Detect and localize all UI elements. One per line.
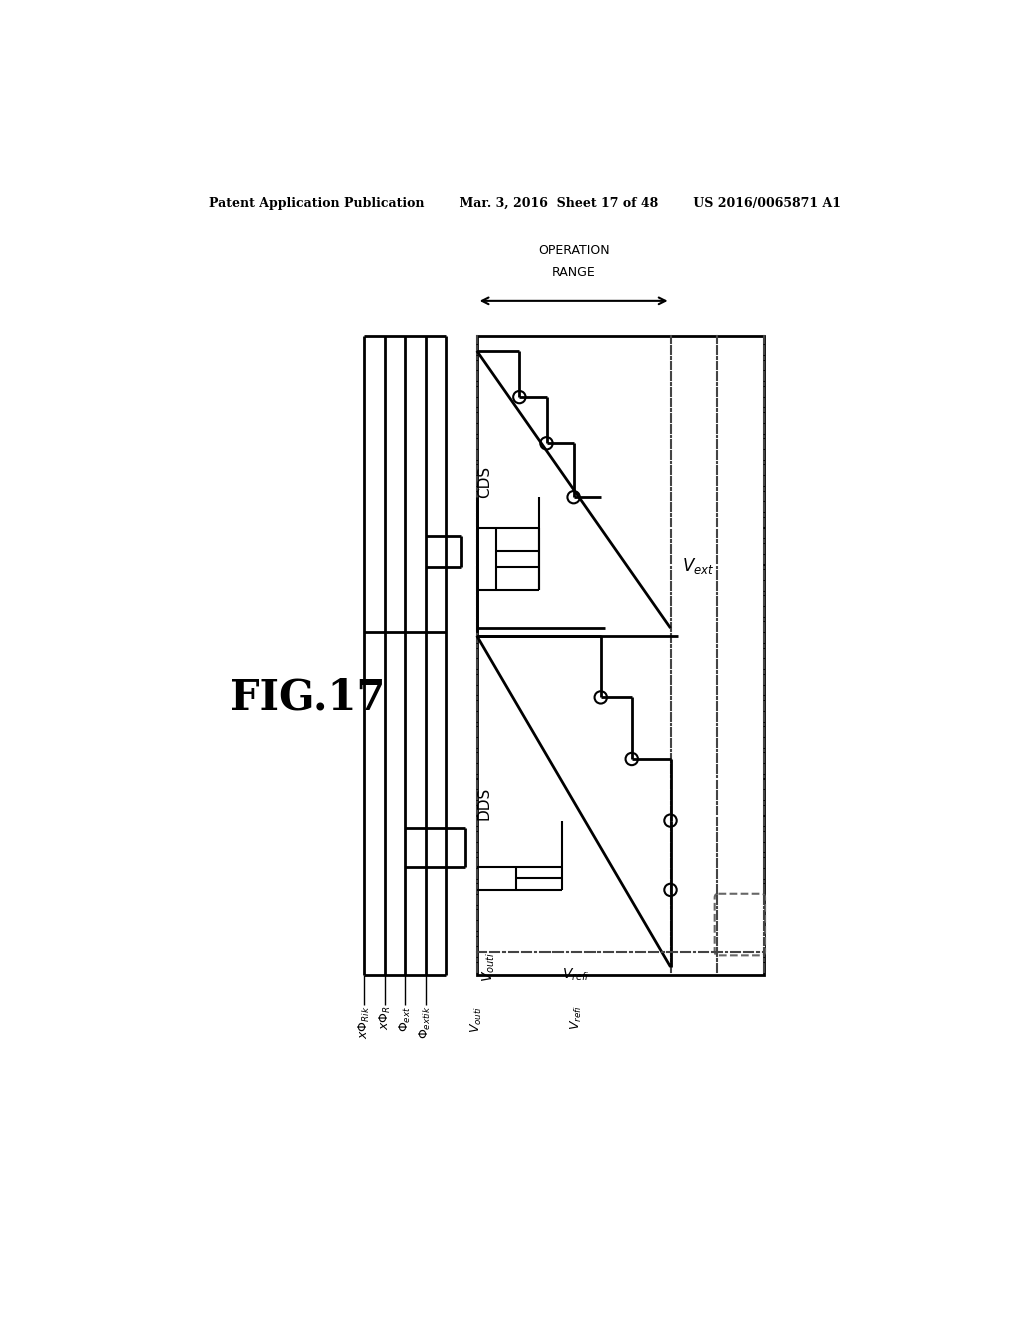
Text: OPERATION: OPERATION <box>538 244 609 257</box>
Text: Patent Application Publication        Mar. 3, 2016  Sheet 17 of 48        US 201: Patent Application Publication Mar. 3, 2… <box>209 197 841 210</box>
Text: $V_{ext}$: $V_{ext}$ <box>682 557 715 577</box>
Text: DDS: DDS <box>477 787 492 820</box>
Text: $V_{refi}$: $V_{refi}$ <box>562 966 590 983</box>
FancyBboxPatch shape <box>715 894 765 956</box>
Text: $V_{outi}$: $V_{outi}$ <box>469 1006 484 1032</box>
Text: $x\Phi_{Rik}$: $x\Phi_{Rik}$ <box>356 1006 372 1039</box>
Text: $\Phi_{ext}$: $\Phi_{ext}$ <box>398 1006 413 1032</box>
Bar <box>477 335 764 974</box>
Text: FIG.17: FIG.17 <box>230 676 385 718</box>
Text: CDS: CDS <box>477 466 492 498</box>
Text: $\Phi_{extik}$: $\Phi_{extik}$ <box>418 1006 433 1039</box>
Text: $V_{outi}$: $V_{outi}$ <box>480 952 497 982</box>
Text: $V_{refi}$: $V_{refi}$ <box>568 1006 584 1031</box>
Text: $x\Phi_R$: $x\Phi_R$ <box>378 1006 393 1031</box>
Text: RANGE: RANGE <box>552 265 596 279</box>
